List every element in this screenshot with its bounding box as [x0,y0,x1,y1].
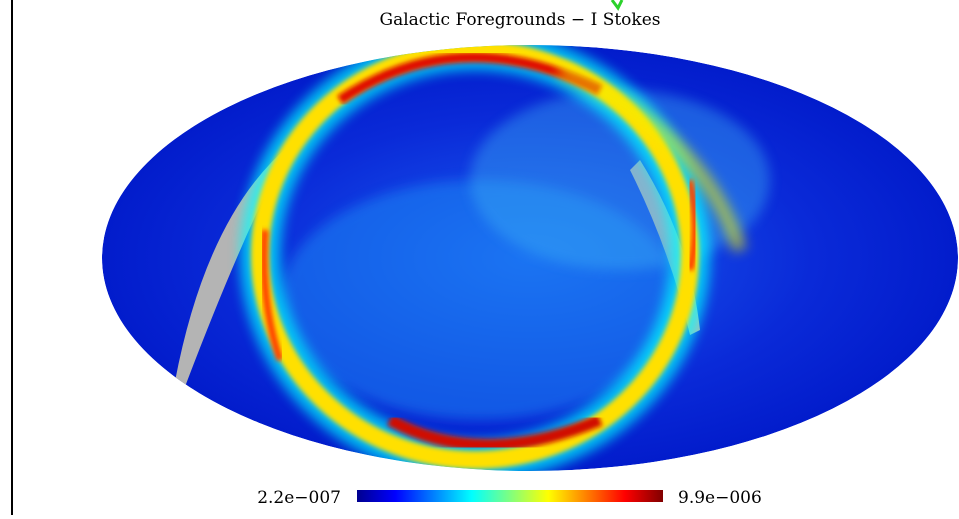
title: Galactic Foregrounds − I Stokes [379,10,660,30]
page: Galactic Foregrounds − I Stokes 2.2e−007… [0,0,959,515]
green-mark [612,0,622,8]
sky-map [102,45,958,471]
colorbar [357,490,663,502]
colorbar-max: 9.9e−006 [678,488,762,508]
figure: Galactic Foregrounds − I Stokes 2.2e−007… [0,0,959,515]
colorbar-min: 2.2e−007 [257,488,341,508]
